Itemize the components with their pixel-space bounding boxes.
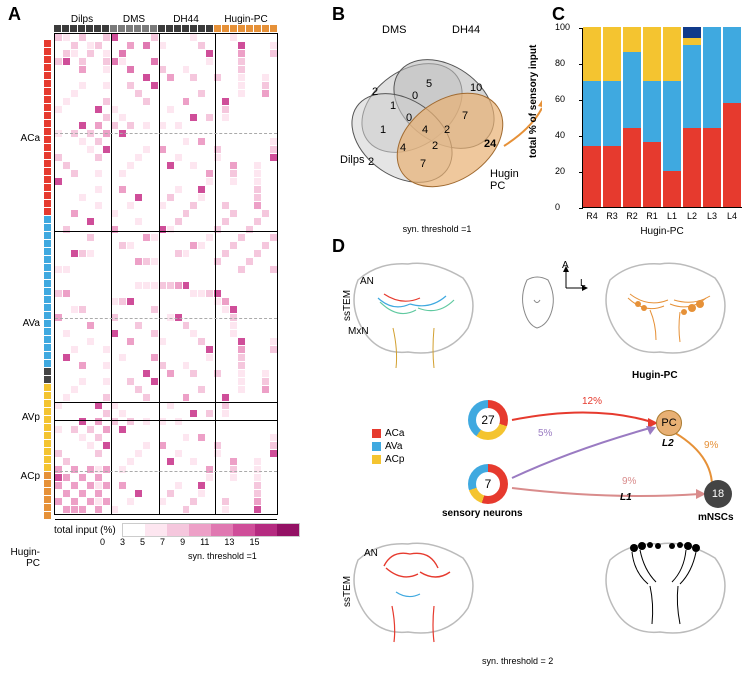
huginpc-lbl: Hugin-PC xyxy=(632,370,678,381)
bar xyxy=(643,27,661,207)
venn-lbl-dilps: Dilps xyxy=(340,154,364,166)
venn-n: 1 xyxy=(390,100,396,112)
col-header: Hugin-PC xyxy=(214,14,278,25)
xaxis-label: Hugin-PC xyxy=(582,226,742,237)
venn-n: 10 xyxy=(470,82,482,94)
colorbar: total input (%) xyxy=(54,523,318,537)
central-diagram: ACaAVaACp 27 7 sensory neurons 12% 5% 9%… xyxy=(372,400,712,510)
pct-5: 5% xyxy=(538,428,552,439)
sstem-lbl2: ssTEM xyxy=(342,576,353,607)
legend-item: AVa xyxy=(372,441,404,452)
colorbar-ticks: 03579111315 xyxy=(100,537,318,547)
syn-threshold-a: syn. threshold =1 xyxy=(188,551,318,561)
colorbar-label: total input (%) xyxy=(54,525,116,536)
d-legend: ACa AVa ACp xyxy=(372,428,404,467)
venn-n: 0 xyxy=(406,112,412,124)
panel-d: ssTEM AN MxN A L Hugin-PC ACaAVaACp 27 7… xyxy=(332,240,742,670)
donut-bot-num: 7 xyxy=(476,472,500,496)
bar xyxy=(623,27,641,207)
bar xyxy=(703,27,721,207)
bar xyxy=(583,27,601,207)
brain-bl xyxy=(338,530,488,660)
brain-tl xyxy=(338,250,488,380)
venn-n: 4 xyxy=(400,142,406,154)
pct-9a: 9% xyxy=(704,440,718,451)
venn-n: 1 xyxy=(380,124,386,136)
legend-item: ACp xyxy=(372,454,404,465)
mxn-lbl: MxN xyxy=(348,326,369,337)
venn-n: 7 xyxy=(462,110,468,122)
venn-n: 4 xyxy=(422,124,428,136)
orient-arrows xyxy=(560,266,590,296)
heatmap: DilpsDMSDH44Hugin-PC ACaAVaAVpACpHugin-P… xyxy=(8,14,318,515)
col-header: Dilps xyxy=(54,14,110,25)
pc-node: PC xyxy=(656,410,682,436)
row-group-label: ACa xyxy=(21,133,40,144)
panel-b: DMS DH44 Dilps Hugin PC 2 10 2 24 5 1 0 … xyxy=(332,8,542,234)
panel-c: total % of sensory input 020406080100R4R… xyxy=(552,8,742,237)
sstem-lbl: ssTEM xyxy=(342,290,353,321)
an-lbl2: AN xyxy=(364,548,378,559)
l2: L2 xyxy=(662,438,674,449)
row-group-label: Hugin-PC xyxy=(8,547,40,569)
orient-brain xyxy=(512,270,562,340)
venn-lbl-dh44: DH44 xyxy=(452,24,480,36)
row-group-label: ACp xyxy=(21,471,40,482)
venn-n: 5 xyxy=(426,78,432,90)
col-header: DMS xyxy=(110,14,158,25)
venn-n: 2 xyxy=(432,140,438,152)
yaxis-label: total % of sensory input xyxy=(528,45,539,158)
venn-n: 7 xyxy=(420,158,426,170)
venn-n: 24 xyxy=(484,138,496,150)
pct-9b: 9% xyxy=(622,476,636,487)
bar xyxy=(663,27,681,207)
panel-a: DilpsDMSDH44Hugin-PC ACaAVaAVpACpHugin-P… xyxy=(8,8,318,561)
bar xyxy=(723,27,741,207)
donut-top-num: 27 xyxy=(476,408,500,432)
legend-item: ACa xyxy=(372,428,404,439)
syn-threshold-d: syn. threshold = 2 xyxy=(482,656,553,666)
pct-12: 12% xyxy=(582,396,602,407)
bar xyxy=(603,27,621,207)
mnsc-node: 18 xyxy=(704,480,732,508)
venn-n: 2 xyxy=(444,124,450,136)
stacked-bar-chart: 020406080100R4R3R2R1L1L2L3L4 xyxy=(582,28,742,208)
brain-tr xyxy=(590,250,740,380)
an-lbl: AN xyxy=(360,276,374,287)
bar xyxy=(683,27,701,207)
row-group-label: AVa xyxy=(23,318,40,329)
brain-br xyxy=(590,530,740,660)
venn-n: 0 xyxy=(412,90,418,102)
venn-n: 2 xyxy=(372,86,378,98)
venn-diagram: DMS DH44 Dilps Hugin PC 2 10 2 24 5 1 0 … xyxy=(332,28,532,218)
row-group-label: AVp xyxy=(22,412,40,423)
venn-n: 2 xyxy=(368,156,374,168)
col-header: DH44 xyxy=(158,14,214,25)
venn-svg xyxy=(332,28,542,228)
mnscs-lbl: mNSCs xyxy=(698,512,734,523)
l1: L1 xyxy=(620,492,632,503)
venn-lbl-hugin: Hugin PC xyxy=(490,168,532,192)
venn-lbl-dms: DMS xyxy=(382,24,406,36)
